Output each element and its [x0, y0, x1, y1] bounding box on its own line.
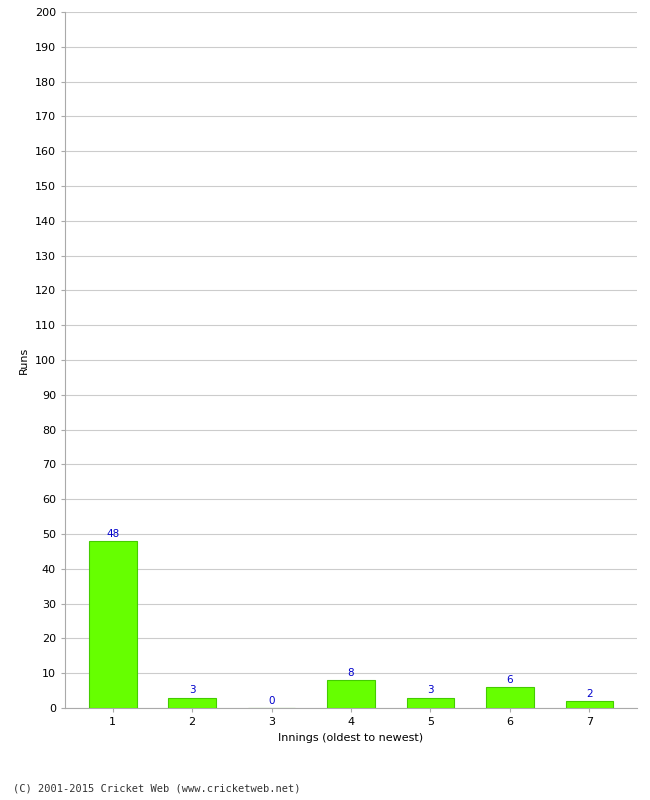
Text: 2: 2: [586, 689, 593, 698]
Text: 48: 48: [106, 529, 120, 538]
Y-axis label: Runs: Runs: [20, 346, 29, 374]
Bar: [566, 701, 613, 708]
Bar: [407, 698, 454, 708]
Text: 8: 8: [348, 668, 354, 678]
X-axis label: Innings (oldest to newest): Innings (oldest to newest): [278, 733, 424, 742]
Text: 6: 6: [506, 674, 514, 685]
Bar: [168, 698, 216, 708]
Bar: [486, 687, 534, 708]
Bar: [89, 541, 136, 708]
Text: (C) 2001-2015 Cricket Web (www.cricketweb.net): (C) 2001-2015 Cricket Web (www.cricketwe…: [13, 784, 300, 794]
Text: 0: 0: [268, 695, 275, 706]
Bar: [327, 680, 375, 708]
Text: 3: 3: [427, 685, 434, 695]
Text: 3: 3: [188, 685, 196, 695]
